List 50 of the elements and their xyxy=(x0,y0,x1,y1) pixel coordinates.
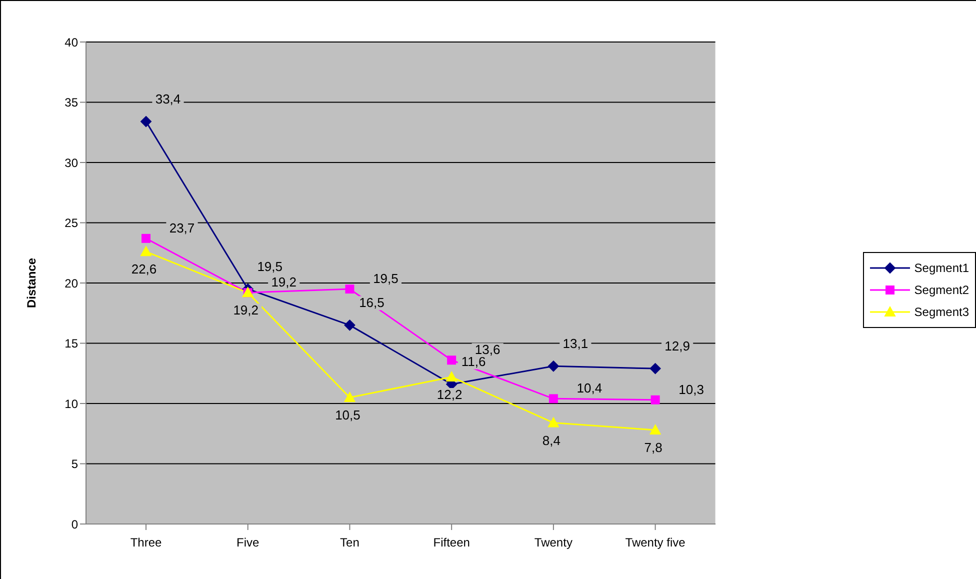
point xyxy=(140,116,152,128)
point xyxy=(447,356,456,365)
point xyxy=(345,284,354,294)
data-label: 19,5 xyxy=(257,259,283,274)
y-tick-label: 15 xyxy=(64,336,78,351)
y-tick-label: 0 xyxy=(71,517,78,532)
y-axis-title: Distance xyxy=(24,258,38,308)
data-label: 19,2 xyxy=(233,302,259,318)
data-label: 16,5 xyxy=(359,295,384,310)
point xyxy=(548,360,559,372)
data-label: 22,6 xyxy=(131,262,157,277)
legend-label: Segment1 xyxy=(914,261,969,275)
point xyxy=(140,246,152,256)
point xyxy=(650,363,661,374)
y-tick-label: 40 xyxy=(64,35,78,50)
y-tick-label: 25 xyxy=(64,216,78,230)
legend-label: Segment2 xyxy=(914,283,969,297)
data-label: 10,4 xyxy=(576,380,602,396)
data-label: 7,8 xyxy=(644,440,662,456)
data-label: 12,9 xyxy=(664,338,690,354)
y-tick-label: 20 xyxy=(64,276,78,290)
point xyxy=(650,424,661,435)
legend-label: Segment3 xyxy=(914,305,969,319)
data-label: 12,2 xyxy=(436,386,462,402)
x-tick-label: Ten xyxy=(340,536,360,550)
y-tick-label: 5 xyxy=(71,457,78,472)
point xyxy=(344,392,356,402)
data-label: 10,3 xyxy=(678,382,704,397)
x-tick-label: Twenty five xyxy=(625,536,686,550)
y-tick-label: 30 xyxy=(64,156,78,170)
data-label: 13,6 xyxy=(474,342,500,358)
x-tick-label: Fifteen xyxy=(433,536,470,550)
data-label: 10,5 xyxy=(335,407,360,422)
y-tick-label: 35 xyxy=(64,96,78,110)
x-tick-label: Three xyxy=(130,536,162,550)
point xyxy=(548,417,559,428)
point xyxy=(548,394,558,404)
point xyxy=(344,320,356,331)
x-tick-label: Twenty xyxy=(534,536,572,550)
point xyxy=(142,234,150,243)
y-tick-label: 10 xyxy=(64,396,78,411)
data-label: 19,5 xyxy=(373,271,398,286)
point xyxy=(650,395,660,404)
data-label: 19,2 xyxy=(271,274,297,290)
point xyxy=(446,371,458,382)
x-tick-label: Five xyxy=(236,536,260,550)
data-label: 13,1 xyxy=(562,336,588,352)
data-label: 8,4 xyxy=(542,432,560,448)
data-label: 23,7 xyxy=(169,220,195,236)
data-label: 33,4 xyxy=(155,92,181,107)
